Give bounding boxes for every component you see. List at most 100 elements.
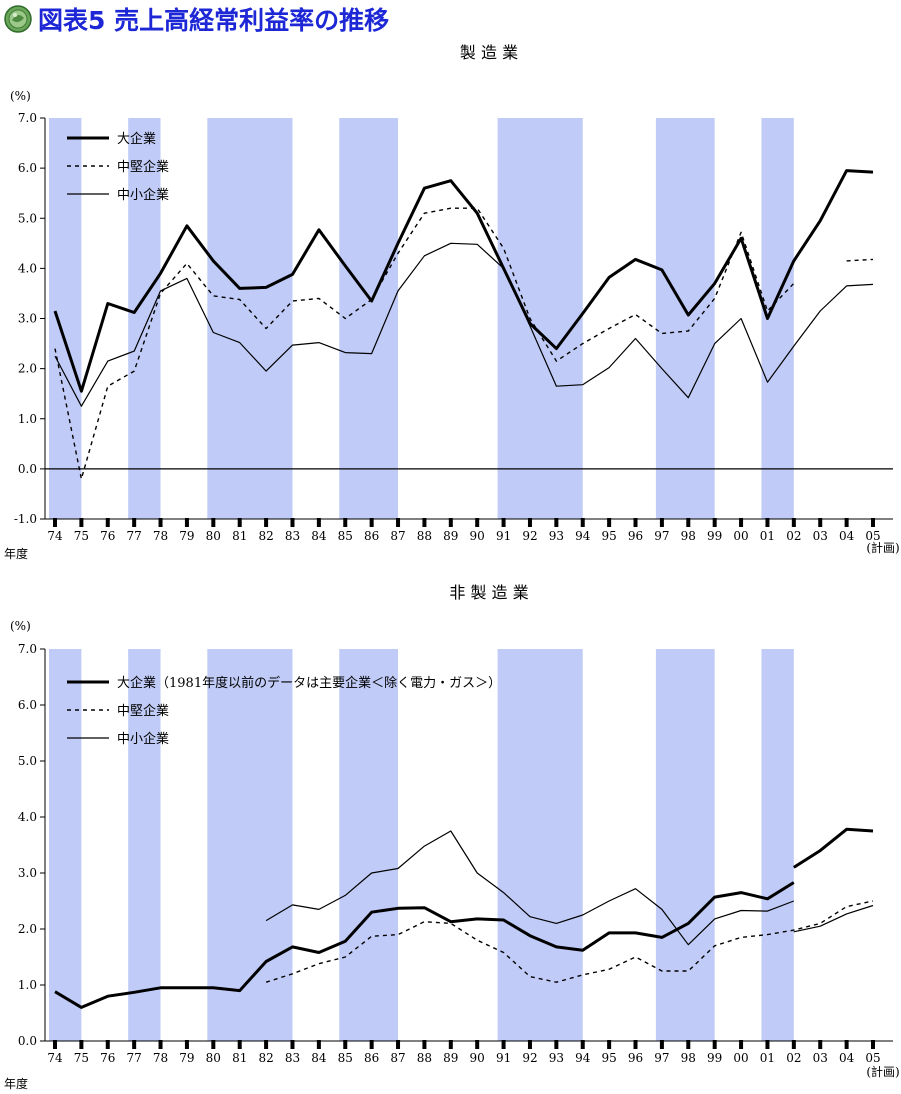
x-tick-label: 79 bbox=[179, 1051, 194, 1065]
y-unit-label: (%) bbox=[10, 619, 31, 633]
legend-label: 中堅企業 bbox=[117, 703, 169, 719]
x-tick-label: 87 bbox=[390, 1051, 405, 1065]
x-tick bbox=[237, 518, 242, 527]
x-tick-label: 00 bbox=[733, 1051, 748, 1065]
x-tick-label: 82 bbox=[258, 1051, 273, 1065]
x-tick bbox=[686, 1040, 691, 1049]
x-tick-label: 04 bbox=[839, 1051, 855, 1065]
legend-label: 中堅企業 bbox=[117, 159, 169, 175]
x-tick-label: 84 bbox=[311, 529, 327, 543]
chart-title: 製 造 業 bbox=[460, 43, 518, 62]
x-tick bbox=[53, 518, 57, 527]
x-tick bbox=[712, 518, 717, 527]
x-tick bbox=[475, 518, 480, 527]
x-tick bbox=[158, 518, 163, 527]
y-tick-label: 6.0 bbox=[18, 698, 37, 712]
chart-non-manufacturing: 0.0 1.0 2.0 3.0 4.0 5.0 6.0 7.0 74 75 76 77 78 79 80 81… bbox=[4, 583, 900, 1091]
page-title: 図表5 売上高経常利益率の推移 bbox=[38, 6, 390, 35]
series-line-dashed bbox=[54, 207, 795, 480]
x-tick bbox=[686, 518, 691, 527]
series-line-thin bbox=[54, 242, 874, 407]
title-row: 図表5 売上高経常利益率の推移 bbox=[4, 2, 389, 36]
x-tick-label: 80 bbox=[206, 1051, 221, 1065]
x-tick-label: 99 bbox=[707, 529, 722, 543]
x-tick-label: 74 bbox=[47, 1051, 63, 1065]
x-tick bbox=[527, 1040, 532, 1049]
x-tick bbox=[712, 1040, 717, 1049]
x-tick bbox=[871, 1040, 875, 1049]
x-tick-label: 82 bbox=[258, 529, 273, 543]
x-tick-label: 81 bbox=[232, 529, 247, 543]
shaded-band-3 bbox=[339, 118, 399, 519]
x-tick bbox=[818, 518, 823, 527]
series-line-thick bbox=[54, 881, 795, 1009]
x-tick-label: 98 bbox=[681, 1051, 696, 1065]
x-tick bbox=[765, 1040, 770, 1049]
x-tick bbox=[158, 1040, 163, 1049]
legend-label: 大企業 bbox=[117, 131, 156, 147]
x-tick-label: 92 bbox=[522, 529, 537, 543]
x-tick-label: 01 bbox=[760, 1051, 775, 1065]
x-tick-label: 83 bbox=[285, 1051, 300, 1065]
y-tick-label: 2.0 bbox=[18, 922, 37, 936]
x-tick bbox=[633, 1040, 638, 1049]
x-tick bbox=[290, 518, 295, 527]
shaded-band-2 bbox=[207, 649, 293, 1041]
x-tick bbox=[659, 1040, 664, 1049]
y-tick-label: 7.0 bbox=[18, 111, 37, 125]
x-tick bbox=[791, 518, 796, 527]
x-tick-label: 92 bbox=[522, 1051, 537, 1065]
x-tick-label: 86 bbox=[364, 1051, 379, 1065]
legend-label: 中小企業 bbox=[117, 731, 169, 747]
x-tick bbox=[527, 518, 532, 527]
x-tick-label: 05 bbox=[865, 529, 880, 543]
x-tick bbox=[607, 1040, 612, 1049]
x-tick bbox=[316, 518, 321, 527]
shaded-band-1 bbox=[128, 649, 161, 1041]
x-tick bbox=[580, 518, 585, 527]
y-tick-label: 0.0 bbox=[18, 1034, 37, 1048]
x-tick-label: 94 bbox=[575, 1051, 591, 1065]
x-tick bbox=[316, 1040, 321, 1049]
x-tick bbox=[633, 518, 638, 527]
x-tick-label: 75 bbox=[74, 529, 89, 543]
x-tick-label: 84 bbox=[311, 1051, 327, 1065]
series-line-thin bbox=[265, 830, 795, 946]
x-tick bbox=[448, 1040, 453, 1049]
x-tick-label: 76 bbox=[100, 529, 115, 543]
x-tick bbox=[105, 1040, 110, 1049]
x-tick-label: 95 bbox=[601, 529, 616, 543]
x-tick bbox=[79, 518, 84, 527]
y-tick-label: 1.0 bbox=[18, 978, 37, 992]
y-tick-label: 3.0 bbox=[18, 866, 37, 880]
x-tick-label: 83 bbox=[285, 529, 300, 543]
x-tick-label: 76 bbox=[100, 1051, 115, 1065]
x-tick bbox=[105, 518, 110, 527]
x-tick bbox=[184, 1040, 189, 1049]
y-unit-label: (%) bbox=[10, 89, 31, 103]
y-tick-label: -1.0 bbox=[14, 512, 37, 526]
shaded-band-0 bbox=[49, 118, 82, 519]
shaded-band-2 bbox=[207, 118, 293, 519]
chart-title: 非 製 造 業 bbox=[449, 583, 528, 602]
shaded-band-4 bbox=[497, 649, 583, 1041]
x-axis-label: 年度 bbox=[4, 546, 28, 561]
x-tick-label: 04 bbox=[839, 529, 855, 543]
shaded-band-1 bbox=[128, 118, 161, 519]
y-tick-label: 4.0 bbox=[18, 810, 37, 824]
x-tick-label: 95 bbox=[601, 1051, 616, 1065]
series-line-thin bbox=[793, 904, 874, 933]
x-tick-label: 81 bbox=[232, 1051, 247, 1065]
x-tick bbox=[422, 518, 427, 527]
x-tick bbox=[448, 518, 453, 527]
shaded-band-0 bbox=[49, 649, 82, 1041]
x-tick bbox=[211, 1040, 216, 1049]
x-tick bbox=[290, 1040, 295, 1049]
x-tick bbox=[659, 518, 664, 527]
x-tick bbox=[369, 1040, 374, 1049]
x-tick bbox=[501, 1040, 506, 1049]
x-tick bbox=[184, 518, 189, 527]
x-tick-label: 93 bbox=[549, 529, 564, 543]
shaded-band-5 bbox=[655, 649, 715, 1041]
x-tick-label: 90 bbox=[470, 1051, 485, 1065]
